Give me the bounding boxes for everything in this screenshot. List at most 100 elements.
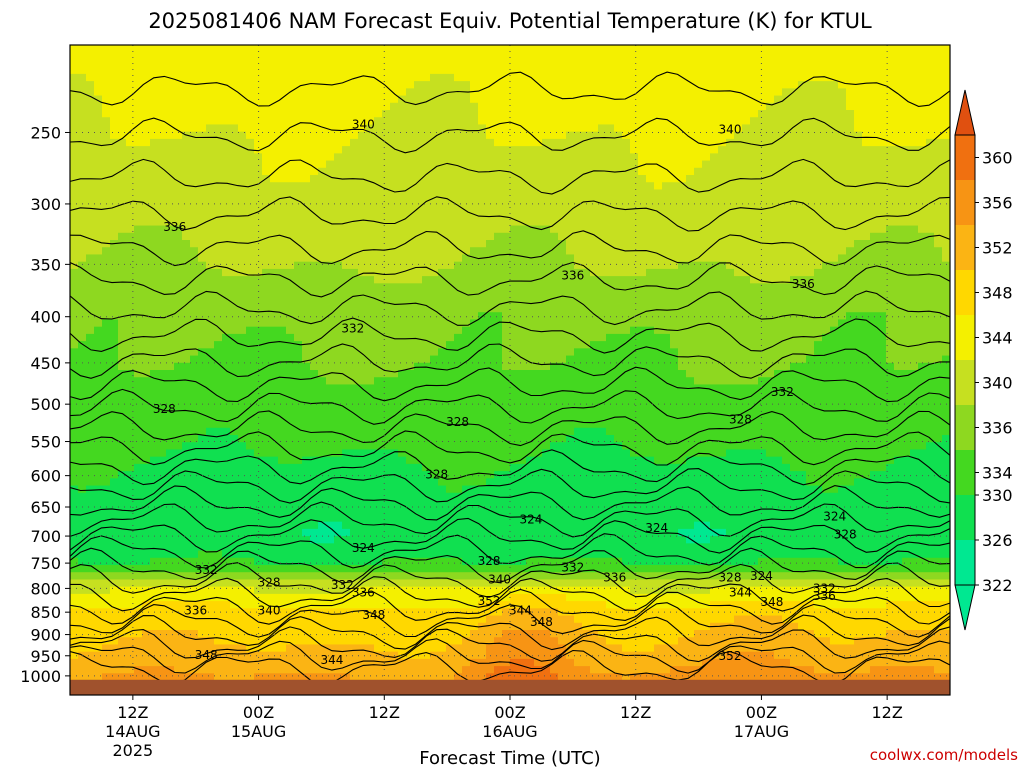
field-cell: [126, 73, 135, 82]
field-cell: [438, 456, 447, 465]
field-cell: [158, 456, 167, 465]
field-cell: [174, 189, 183, 198]
field-cell: [206, 406, 215, 414]
field-cell: [254, 644, 263, 653]
field-cell: [94, 406, 103, 414]
field-cell: [454, 615, 463, 624]
field-cell: [438, 117, 447, 126]
field-cell: [86, 543, 95, 552]
field-cell: [358, 398, 367, 407]
field-cell: [502, 341, 511, 349]
field-cell: [374, 138, 383, 147]
field-cell: [486, 225, 495, 234]
field-cell: [382, 565, 391, 573]
field-cell: [278, 138, 287, 147]
field-cell: [238, 528, 247, 537]
field-cell: [118, 88, 127, 97]
field-cell: [462, 521, 471, 530]
field-cell: [278, 673, 287, 682]
field-cell: [102, 413, 111, 422]
field-cell: [278, 593, 287, 602]
field-cell: [486, 413, 495, 422]
field-cell: [238, 333, 247, 342]
field-cell: [70, 117, 79, 126]
field-cell: [446, 528, 455, 537]
field-cell: [254, 160, 263, 169]
field-cell: [406, 471, 415, 479]
field-cell: [326, 305, 335, 313]
field-cell: [366, 290, 375, 299]
field-cell: [78, 312, 87, 321]
field-cell: [190, 268, 199, 277]
field-cell: [310, 66, 319, 75]
field-cell: [486, 391, 495, 400]
field-cell: [398, 413, 407, 422]
field-cell: [94, 102, 103, 111]
field-cell: [310, 435, 319, 443]
field-cell: [102, 579, 111, 588]
field-cell: [166, 471, 175, 479]
field-cell: [118, 211, 127, 219]
field-cell: [166, 427, 175, 436]
field-cell: [78, 218, 87, 227]
field-cell: [174, 500, 183, 508]
field-cell: [478, 478, 487, 487]
field-cell: [294, 138, 303, 147]
field-cell: [326, 406, 335, 414]
field-cell: [390, 261, 399, 270]
field-cell: [382, 413, 391, 422]
field-cell: [102, 131, 111, 140]
field-cell: [342, 471, 351, 479]
field-cell: [486, 146, 495, 154]
field-cell: [166, 557, 175, 566]
field-cell: [422, 146, 431, 154]
field-cell: [214, 52, 223, 61]
field-cell: [398, 528, 407, 537]
field-cell: [222, 88, 231, 97]
field-cell: [302, 268, 311, 277]
field-cell: [438, 138, 447, 147]
field-cell: [246, 66, 255, 75]
field-cell: [486, 102, 495, 111]
field-cell: [150, 644, 159, 653]
field-cell: [438, 196, 447, 205]
field-cell: [446, 175, 455, 183]
field-cell: [278, 95, 287, 104]
field-cell: [158, 398, 167, 407]
field-cell: [70, 615, 79, 624]
field-cell: [70, 593, 79, 602]
field-cell: [262, 586, 271, 595]
field-cell: [190, 420, 199, 429]
field-cell: [94, 630, 103, 638]
field-cell: [494, 95, 503, 104]
field-cell: [366, 586, 375, 595]
field-cell: [286, 131, 295, 140]
field-cell: [510, 247, 519, 256]
field-cell: [102, 391, 111, 400]
field-cell: [206, 117, 215, 126]
field-cell: [214, 500, 223, 508]
field-cell: [278, 175, 287, 183]
field-cell: [182, 637, 191, 646]
field-cell: [462, 283, 471, 292]
field-cell: [262, 182, 271, 191]
field-cell: [302, 240, 311, 248]
field-cell: [494, 514, 503, 523]
field-cell: [206, 449, 215, 458]
field-cell: [462, 102, 471, 111]
field-cell: [278, 110, 287, 118]
field-cell: [326, 471, 335, 479]
field-cell: [262, 117, 271, 126]
field-cell: [158, 442, 167, 451]
field-cell: [230, 492, 239, 501]
field-cell: [342, 196, 351, 205]
field-cell: [358, 644, 367, 653]
field-cell: [510, 276, 519, 284]
field-cell: [166, 146, 175, 154]
field-cell: [502, 435, 511, 443]
field-cell: [110, 666, 119, 674]
field-cell: [134, 348, 143, 357]
field-cell: [510, 355, 519, 364]
field-cell: [438, 622, 447, 631]
field-cell: [430, 45, 439, 53]
